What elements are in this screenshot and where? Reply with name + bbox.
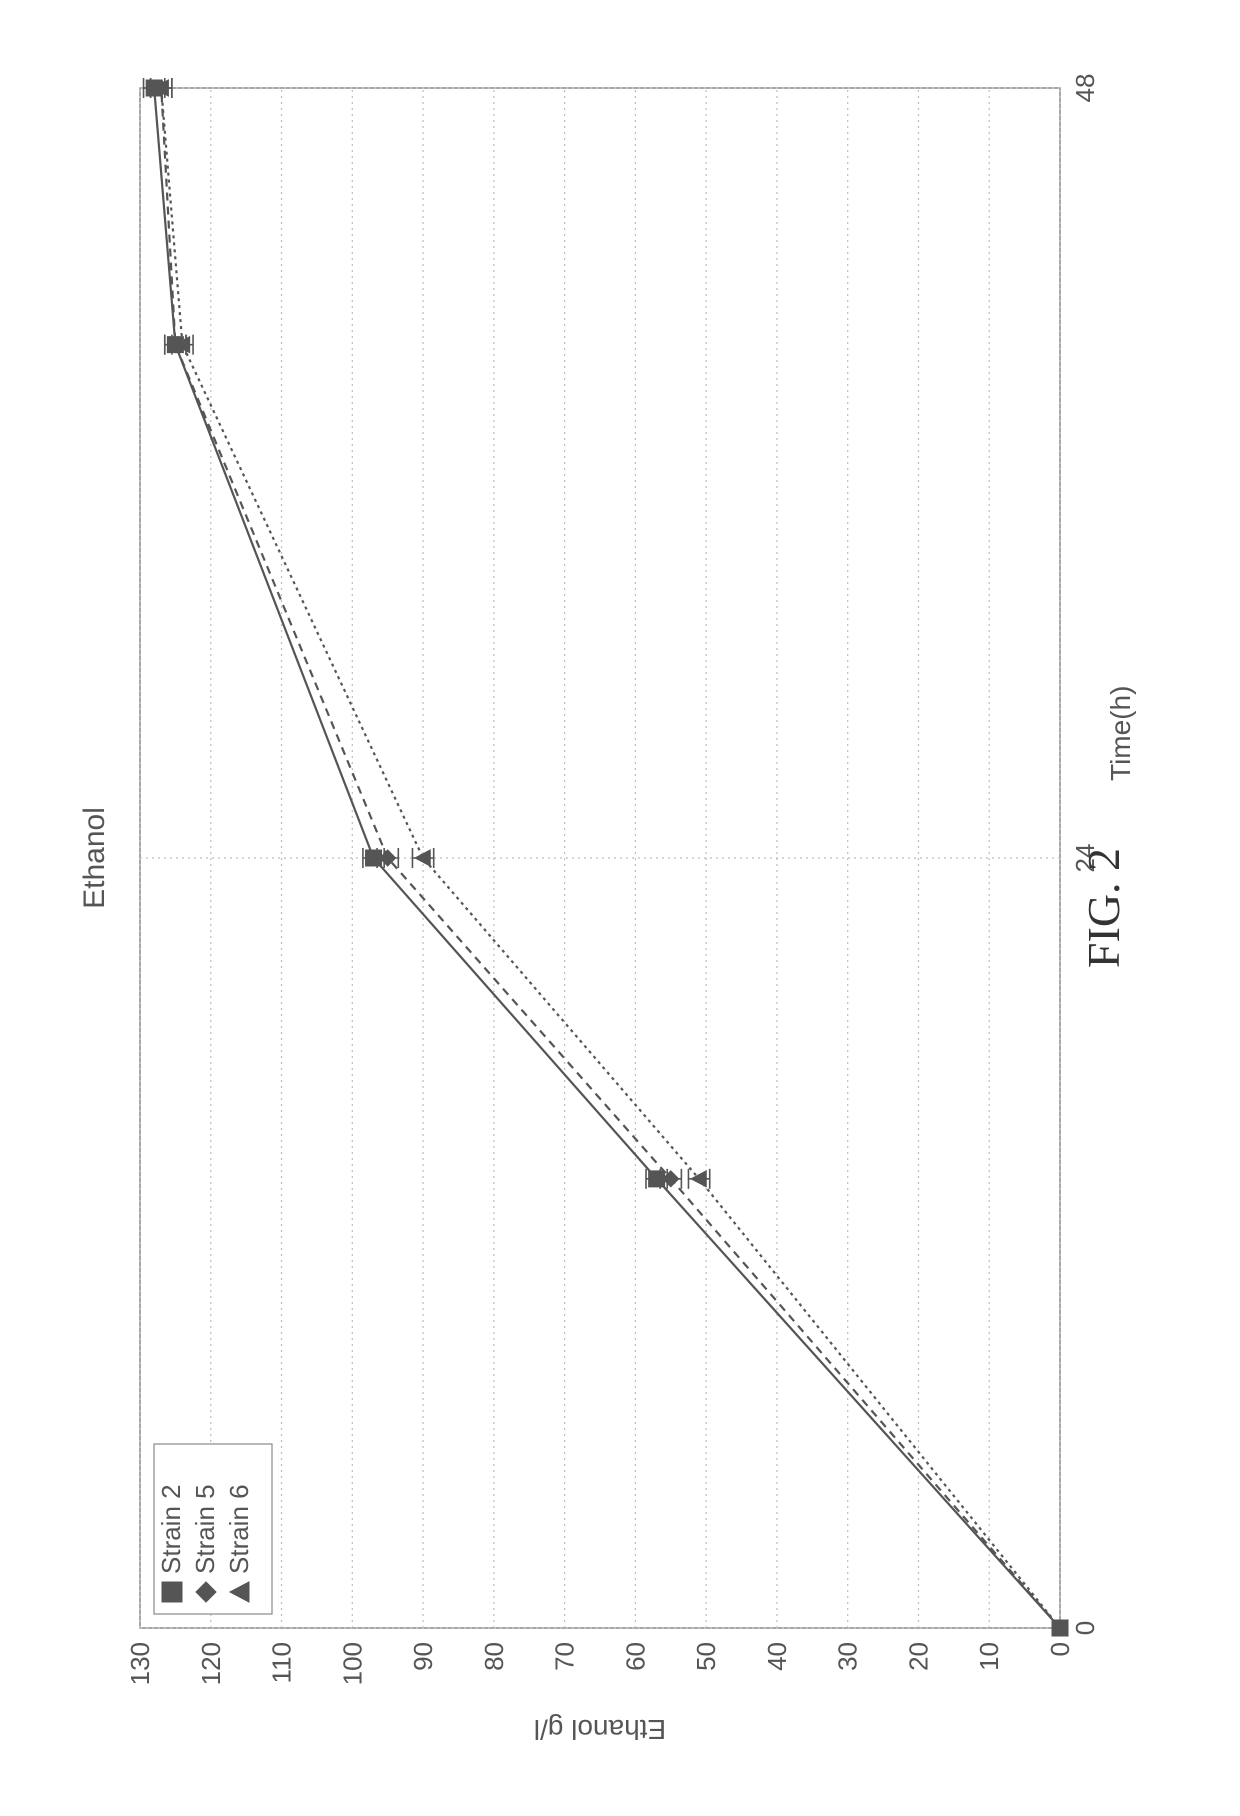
y-tick-label: 50 xyxy=(691,1642,721,1671)
plot-area: 010203040506070809010011012013002448Etha… xyxy=(125,74,1136,1745)
y-tick-label: 20 xyxy=(903,1642,933,1671)
y-tick-label: 30 xyxy=(833,1642,863,1671)
legend-label: Strain 5 xyxy=(190,1484,220,1574)
page: 010203040506070809010011012013002448Etha… xyxy=(0,0,1240,1816)
chart-title: Ethanol xyxy=(78,807,111,909)
y-tick-label: 120 xyxy=(196,1642,226,1685)
y-axis-title: Ethanol g/l xyxy=(534,1714,666,1745)
y-tick-label: 0 xyxy=(1045,1642,1075,1656)
ethanol-line-chart: 010203040506070809010011012013002448Etha… xyxy=(70,58,1170,1758)
figure-caption: FIG. 2 xyxy=(1077,58,1130,1758)
y-tick-label: 70 xyxy=(550,1642,580,1671)
y-tick-label: 60 xyxy=(620,1642,650,1671)
chart-container: 010203040506070809010011012013002448Etha… xyxy=(70,58,1170,1758)
legend-marker-square xyxy=(162,1582,182,1602)
legend-label: Strain 2 xyxy=(156,1484,186,1574)
y-tick-label: 130 xyxy=(125,1642,155,1685)
legend: Strain 2Strain 5Strain 6 xyxy=(154,1444,272,1614)
y-tick-label: 40 xyxy=(762,1642,792,1671)
y-tick-label: 10 xyxy=(974,1642,1004,1671)
y-tick-label: 80 xyxy=(479,1642,509,1671)
y-tick-label: 100 xyxy=(337,1642,367,1685)
y-tick-label: 110 xyxy=(267,1642,297,1683)
figure-caption-text: FIG. 2 xyxy=(1078,848,1129,968)
y-tick-label: 90 xyxy=(408,1642,438,1671)
legend-label: Strain 6 xyxy=(224,1484,254,1574)
